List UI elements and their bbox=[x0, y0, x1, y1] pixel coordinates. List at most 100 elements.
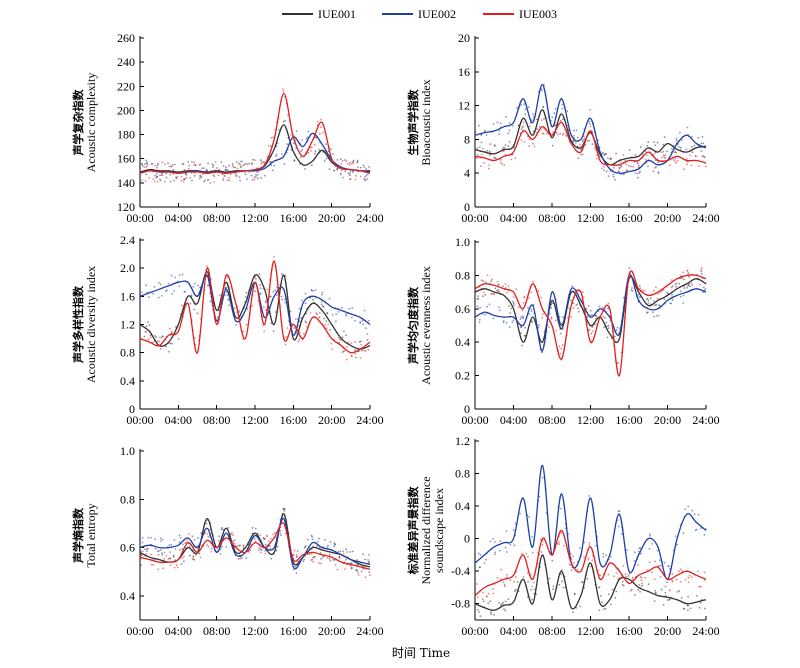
scatter-point bbox=[147, 338, 150, 341]
scatter-point bbox=[514, 576, 517, 578]
scatter-point bbox=[165, 176, 168, 179]
x-tick-label: 12:00 bbox=[577, 624, 604, 638]
scatter-point bbox=[270, 557, 273, 560]
scatter-point bbox=[207, 162, 210, 165]
scatter-point bbox=[618, 510, 621, 513]
scatter-point bbox=[181, 304, 183, 307]
scatter-point bbox=[559, 352, 562, 355]
scatter-point bbox=[167, 558, 170, 560]
scatter-point bbox=[152, 293, 155, 295]
scatter-point bbox=[284, 301, 287, 304]
scatter-point bbox=[292, 327, 295, 329]
scatter-point bbox=[570, 315, 572, 318]
scatter-point bbox=[314, 150, 317, 153]
scatter-point bbox=[190, 294, 193, 297]
scatter-point bbox=[327, 323, 330, 326]
scatter-point bbox=[589, 125, 592, 128]
scatter-point bbox=[552, 131, 554, 133]
scatter-point bbox=[328, 553, 331, 556]
scatter-point bbox=[170, 165, 173, 168]
scatter-point bbox=[579, 605, 582, 608]
scatter-point bbox=[530, 119, 533, 121]
scatter-point bbox=[498, 602, 500, 604]
scatter-point bbox=[685, 148, 688, 151]
scatter-point bbox=[631, 578, 634, 581]
scatter-point bbox=[368, 166, 370, 168]
scatter-point bbox=[511, 125, 514, 127]
scatter-point bbox=[329, 328, 331, 331]
scatter-point bbox=[501, 147, 504, 150]
scatter-point bbox=[649, 297, 652, 299]
scatter-point bbox=[174, 276, 177, 279]
scatter-point bbox=[151, 163, 154, 165]
scatter-point bbox=[682, 302, 685, 304]
scatter-point bbox=[246, 163, 249, 166]
scatter-point bbox=[524, 326, 526, 329]
scatter-point bbox=[572, 302, 575, 305]
scatter-point bbox=[507, 132, 510, 135]
scatter-point bbox=[486, 274, 489, 276]
scatter-point bbox=[173, 163, 176, 166]
scatter-point bbox=[207, 535, 210, 538]
legend-entry-iue001: IUE001 bbox=[282, 7, 356, 21]
panel-bottom-left: 0.4 0.6 0.8 1.0 00:00 04:00 08:00 12:00 16:00 20:… bbox=[71, 444, 384, 638]
scatter-point bbox=[210, 550, 213, 553]
scatter-point bbox=[242, 544, 245, 547]
scatter-point bbox=[169, 342, 172, 345]
scatter-point bbox=[282, 90, 285, 93]
scatter-point bbox=[199, 177, 201, 180]
scatter-point bbox=[579, 547, 581, 550]
y-tick-label: 0 bbox=[464, 402, 470, 416]
scatter-point bbox=[504, 144, 507, 147]
scatter-point bbox=[205, 169, 207, 172]
scatter-point bbox=[508, 141, 511, 143]
scatter-point bbox=[503, 608, 505, 611]
scatter-point bbox=[241, 160, 243, 163]
scatter-point bbox=[192, 558, 194, 561]
scatter-point bbox=[572, 307, 575, 309]
x-tick-label: 16:00 bbox=[280, 624, 307, 638]
scatter-point bbox=[267, 540, 270, 542]
scatter-point bbox=[217, 540, 220, 542]
scatter-point bbox=[512, 296, 515, 298]
scatter-point bbox=[304, 168, 306, 170]
scatter-point bbox=[163, 163, 166, 166]
scatter-point bbox=[676, 159, 679, 162]
scatter-point bbox=[300, 150, 302, 153]
scatter-point bbox=[653, 141, 655, 144]
scatter-point bbox=[670, 279, 673, 281]
scatter-point bbox=[239, 163, 242, 166]
scatter-point bbox=[639, 146, 642, 149]
scatter-point bbox=[202, 173, 204, 176]
scatter-point bbox=[639, 287, 642, 290]
scatter-point bbox=[483, 562, 486, 564]
scatter-point bbox=[660, 588, 663, 591]
scatter-point bbox=[194, 336, 196, 339]
y-tick-label: 0.4 bbox=[120, 589, 135, 603]
scatter-point bbox=[187, 533, 190, 535]
series-line-iue002 bbox=[474, 464, 707, 580]
scatter-point bbox=[265, 301, 268, 304]
y-axis-label-zh: 声学复杂指数 bbox=[71, 89, 85, 157]
scatter-point bbox=[476, 147, 479, 150]
scatter-point bbox=[192, 285, 195, 288]
scatter-point bbox=[606, 336, 609, 339]
scatter-point bbox=[662, 604, 665, 606]
scatter-point bbox=[519, 512, 521, 515]
scatter-point bbox=[198, 552, 200, 555]
scatter-point bbox=[474, 131, 477, 134]
scatter-point bbox=[645, 154, 648, 157]
scatter-iue002 bbox=[141, 130, 371, 184]
scatter-point bbox=[672, 159, 675, 161]
scatter-point bbox=[506, 551, 508, 553]
scatter-point bbox=[259, 534, 261, 537]
scatter-point bbox=[638, 547, 641, 550]
scatter-point bbox=[338, 555, 341, 558]
scatter-point bbox=[588, 140, 590, 142]
legend-label-iue001: IUE001 bbox=[318, 7, 356, 21]
scatter-point bbox=[227, 298, 230, 301]
scatter-point bbox=[602, 151, 604, 154]
scatter-point bbox=[363, 349, 366, 352]
scatter-point bbox=[157, 568, 160, 571]
scatter-point bbox=[145, 284, 148, 287]
